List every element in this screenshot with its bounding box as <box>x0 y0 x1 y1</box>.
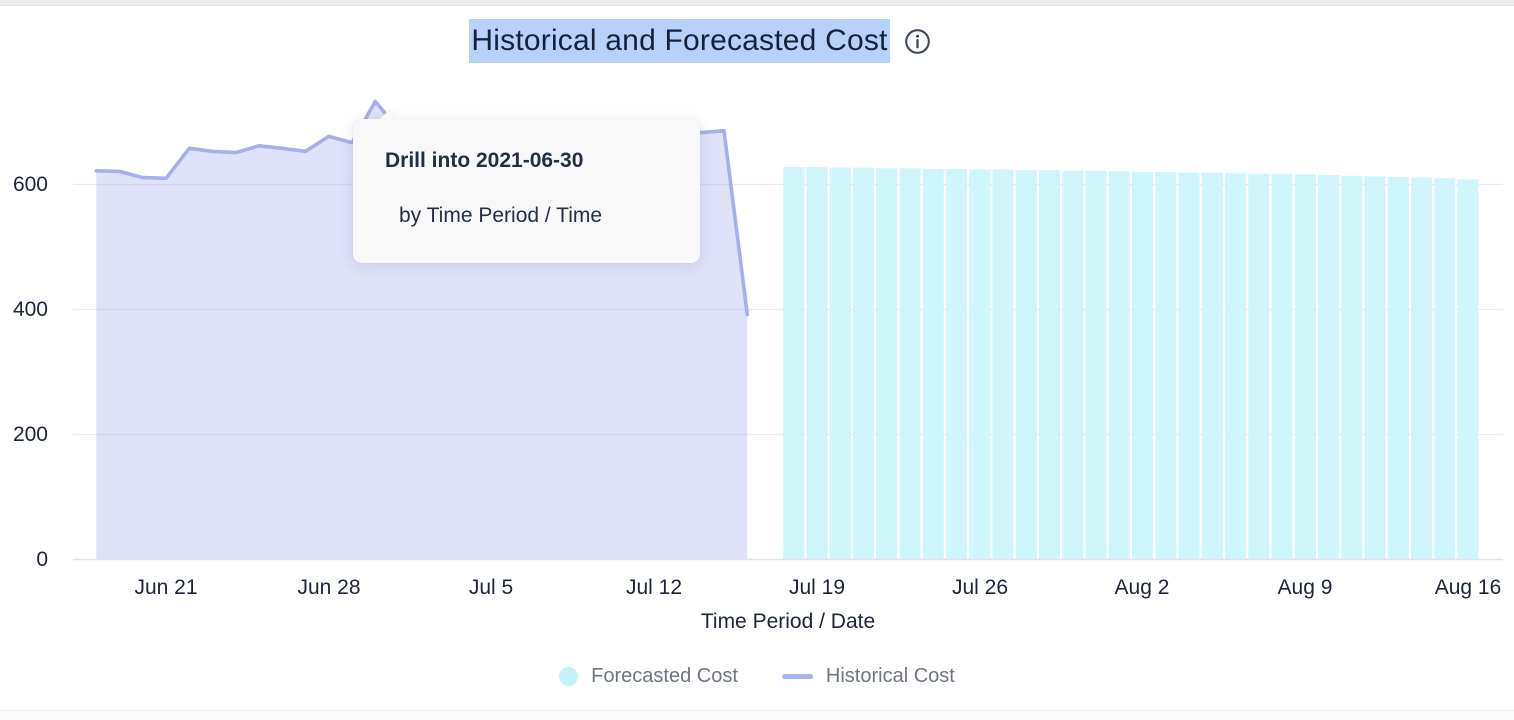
forecasted-swatch-icon <box>559 667 579 686</box>
x-tick-label: Aug 16 <box>1434 576 1502 599</box>
forecast-bar[interactable] <box>946 168 967 560</box>
legend-item-forecasted-cost[interactable]: Forecasted Cost <box>559 665 738 688</box>
forecast-bar[interactable] <box>922 168 944 560</box>
x-tick-label: Jul 19 <box>788 576 846 599</box>
x-tick-label: Jul 5 <box>468 576 514 599</box>
forecast-bar[interactable] <box>1039 170 1060 560</box>
y-tick-label: 0 <box>36 548 48 571</box>
x-axis-title: Time Period / Date <box>700 610 876 633</box>
bottom-strip <box>0 710 1514 720</box>
forecast-bar[interactable] <box>1178 172 1200 560</box>
forecast-bar[interactable] <box>1225 173 1246 560</box>
forecast-bar[interactable] <box>829 167 851 560</box>
x-tick-label: Aug 2 <box>1114 576 1170 599</box>
x-tick-label: Jun 28 <box>297 576 361 599</box>
x-tick-label: Jul 26 <box>951 576 1009 599</box>
forecast-bar[interactable] <box>853 167 874 560</box>
forecast-bar[interactable] <box>1318 175 1339 560</box>
historical-swatch-icon <box>781 674 813 679</box>
chart-header: Historical and Forecasted Cost <box>0 19 1457 63</box>
forecast-bar[interactable] <box>1248 173 1270 560</box>
forecast-bar[interactable] <box>1085 170 1107 560</box>
info-icon[interactable] <box>904 28 931 55</box>
chart-legend: Forecasted Cost Historical Cost <box>0 665 1514 688</box>
legend-item-historical-cost[interactable]: Historical Cost <box>781 665 955 688</box>
forecast-bar[interactable] <box>876 168 898 560</box>
y-tick-label: 200 <box>12 423 48 446</box>
forecast-bar[interactable] <box>1062 170 1084 560</box>
drill-by-label: by Time Period / Time <box>399 204 603 227</box>
forecast-bar[interactable] <box>1341 175 1363 560</box>
x-tick-label: Jul 12 <box>625 576 683 599</box>
forecast-bar[interactable] <box>1294 174 1316 560</box>
forecast-bar[interactable] <box>1108 171 1130 560</box>
forecast-bar[interactable] <box>1132 172 1153 560</box>
forecast-bar[interactable] <box>1387 177 1409 560</box>
legend-label: Forecasted Cost <box>591 665 738 687</box>
forecast-bar[interactable] <box>783 167 805 560</box>
page-title: Historical and Forecasted Cost <box>469 19 890 63</box>
forecast-bar[interactable] <box>969 169 991 560</box>
top-strip <box>0 0 1514 6</box>
forecast-bar[interactable] <box>992 169 1014 560</box>
forecast-bar[interactable] <box>1434 178 1456 560</box>
x-tick-label: Jun 21 <box>134 576 198 599</box>
forecast-bar[interactable] <box>806 167 828 560</box>
y-tick-label: 400 <box>12 298 48 321</box>
forecast-bar[interactable] <box>1201 172 1223 560</box>
forecast-bar[interactable] <box>1457 179 1479 560</box>
y-tick-label: 600 <box>12 173 48 196</box>
drill-menu-item[interactable]: Drill into 2021-06-30 <box>385 149 584 172</box>
forecast-bar[interactable] <box>1411 177 1432 560</box>
drill-tooltip: Drill into 2021-06-30 by Time Period / T… <box>353 108 700 263</box>
legend-label: Historical Cost <box>825 665 955 687</box>
x-tick-label: Aug 9 <box>1277 576 1333 599</box>
page-title-text: Historical and Forecasted Cost <box>469 19 890 63</box>
forecast-bar[interactable] <box>1271 173 1293 560</box>
forecast-bar[interactable] <box>1155 172 1177 560</box>
forecast-bar[interactable] <box>1364 176 1386 560</box>
forecast-bar[interactable] <box>899 168 921 560</box>
forecast-bar[interactable] <box>1015 170 1037 560</box>
